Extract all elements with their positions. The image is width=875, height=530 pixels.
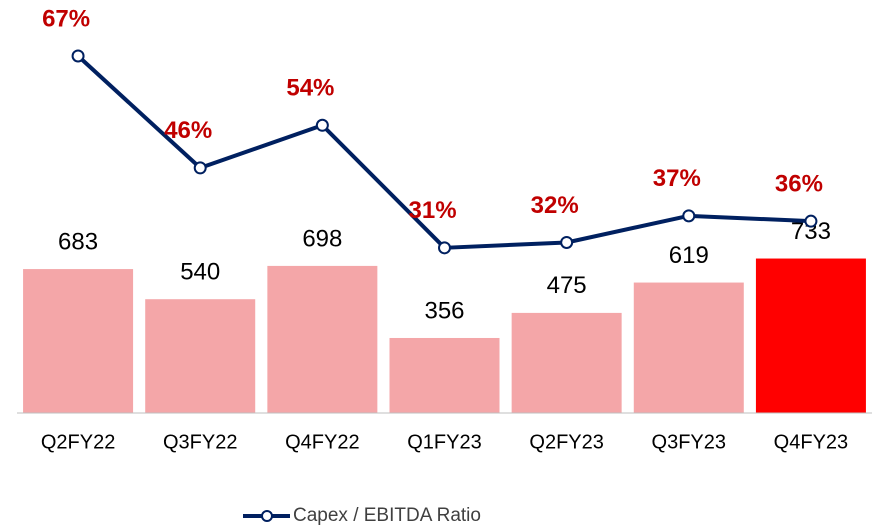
x-tick-label: Q1FY23 (407, 431, 481, 453)
bar (267, 265, 378, 413)
line-marker (560, 235, 574, 249)
line-marker (438, 241, 451, 255)
line-marker (804, 214, 818, 228)
line-marker (682, 209, 696, 223)
x-tick-label: Q4FY22 (285, 431, 359, 453)
line-marker (193, 161, 207, 175)
bar (755, 258, 866, 413)
bar-value-label: 356 (424, 297, 464, 324)
line-value-label: 37% (653, 165, 701, 192)
bar-value-label: 698 (302, 225, 342, 252)
x-tick-label: Q4FY23 (774, 431, 848, 453)
bar-value-label: 683 (58, 228, 98, 255)
legend-label: Capex / EBITDA Ratio (293, 505, 481, 526)
line-value-label: 36% (775, 171, 823, 198)
line-marker (71, 49, 85, 63)
x-tick-label: Q3FY23 (652, 431, 726, 453)
bar (23, 269, 134, 413)
bar-value-label: 540 (180, 259, 220, 286)
line-value-label: 54% (286, 75, 334, 102)
line-marker (315, 118, 329, 132)
bar (145, 299, 256, 413)
bar (389, 337, 500, 413)
bar-value-label: 475 (547, 272, 587, 299)
legend-marker (261, 510, 273, 522)
line-value-label: 67% (42, 5, 90, 32)
bar (633, 282, 744, 413)
line-value-label: 32% (531, 192, 579, 219)
line-value-label: 31% (409, 197, 457, 224)
line-value-label: 46% (164, 117, 212, 144)
bar-value-label: 619 (669, 242, 709, 269)
x-tick-label: Q2FY22 (41, 431, 115, 453)
x-tick-label: Q2FY23 (529, 431, 603, 453)
bar (511, 312, 622, 413)
x-tick-label: Q3FY22 (163, 431, 237, 453)
